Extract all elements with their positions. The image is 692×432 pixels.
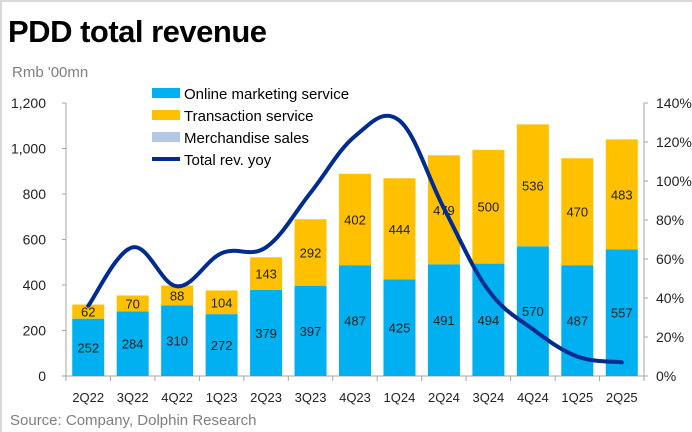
bar-transaction-service bbox=[250, 257, 283, 290]
bar-transaction-service bbox=[161, 285, 194, 306]
bar-transaction-service bbox=[516, 124, 549, 247]
bar-data-label: 444 bbox=[389, 222, 411, 237]
bar-online-marketing-service bbox=[161, 305, 194, 376]
bar-transaction-service bbox=[561, 158, 594, 266]
bar-data-label: 536 bbox=[522, 178, 544, 193]
legend-online-marketing-service-swatch bbox=[152, 88, 180, 98]
bar-online-marketing-service bbox=[72, 318, 105, 376]
bar-data-label: 487 bbox=[566, 314, 588, 329]
bar-online-marketing-service bbox=[427, 264, 460, 376]
bar-data-label: 491 bbox=[433, 313, 455, 328]
bar-online-marketing-service bbox=[250, 289, 283, 376]
bar-data-label: 402 bbox=[344, 212, 366, 227]
bar-transaction-service bbox=[205, 290, 238, 315]
left-tick-label: 800 bbox=[23, 186, 47, 202]
bar-data-label: 284 bbox=[122, 337, 144, 352]
left-tick-label: 0 bbox=[38, 368, 46, 384]
bar-online-marketing-service bbox=[116, 311, 149, 376]
legend-transaction-service-swatch bbox=[152, 110, 180, 120]
x-tick-label: 3Q24 bbox=[472, 390, 504, 405]
bar-online-marketing-service bbox=[472, 263, 505, 376]
legend-transaction-service-label: Transaction service bbox=[184, 108, 314, 125]
x-tick-label: 4Q23 bbox=[339, 390, 371, 405]
x-tick-label: 1Q25 bbox=[561, 390, 593, 405]
right-tick-label: 140% bbox=[656, 95, 692, 111]
bar-online-marketing-service bbox=[205, 314, 238, 376]
legend-online-marketing-service-label: Online marketing service bbox=[184, 86, 349, 103]
left-tick-label: 200 bbox=[23, 323, 47, 339]
bar-transaction-service bbox=[72, 304, 105, 319]
bar-online-marketing-service bbox=[605, 249, 638, 376]
bar-data-label: 494 bbox=[478, 313, 500, 328]
bar-transaction-service bbox=[116, 295, 149, 312]
bar-data-label: 292 bbox=[300, 245, 322, 260]
bar-online-marketing-service bbox=[516, 246, 549, 376]
bar-online-marketing-service bbox=[383, 279, 416, 376]
right-tick-label: 0% bbox=[656, 368, 676, 384]
x-tick-label: 2Q24 bbox=[428, 390, 460, 405]
y-axis-unit-label: Rmb '00mn bbox=[12, 64, 89, 81]
bar-data-label: 470 bbox=[566, 205, 588, 220]
line-total-rev-yoy bbox=[86, 113, 624, 365]
bar-data-label: 272 bbox=[211, 338, 233, 353]
right-tick-label: 20% bbox=[656, 329, 684, 345]
bar-data-label: 483 bbox=[611, 187, 633, 202]
bar-data-label: 252 bbox=[77, 340, 99, 355]
x-tick-label: 4Q22 bbox=[161, 390, 193, 405]
bar-data-label: 397 bbox=[300, 324, 322, 339]
bar-transaction-service bbox=[339, 173, 371, 266]
bar-data-label: 310 bbox=[166, 334, 188, 349]
x-tick-label: 2Q23 bbox=[250, 390, 282, 405]
bar-data-label: 379 bbox=[255, 326, 277, 341]
x-tick-label: 2Q22 bbox=[72, 390, 104, 405]
bar-data-label: 500 bbox=[478, 200, 500, 215]
bar-data-label: 570 bbox=[522, 304, 544, 319]
left-tick-label: 400 bbox=[23, 277, 47, 293]
left-tick-label: 600 bbox=[23, 232, 47, 248]
x-tick-label: 2Q25 bbox=[606, 390, 638, 405]
bar-transaction-service bbox=[605, 139, 638, 250]
bar-data-label: 425 bbox=[389, 321, 411, 336]
x-tick-label: 3Q23 bbox=[295, 390, 327, 405]
x-tick-label: 1Q24 bbox=[384, 390, 416, 405]
bar-transaction-service bbox=[472, 149, 505, 264]
source-note: Source: Company, Dolphin Research bbox=[10, 412, 257, 429]
x-tick-label: 1Q23 bbox=[206, 390, 238, 405]
right-tick-label: 60% bbox=[656, 251, 684, 267]
bar-data-label: 88 bbox=[170, 288, 184, 303]
x-tick-label: 3Q22 bbox=[117, 390, 149, 405]
bar-online-marketing-service bbox=[339, 265, 371, 376]
left-tick-label: 1,000 bbox=[11, 141, 46, 157]
right-tick-label: 80% bbox=[656, 212, 684, 228]
bar-online-marketing-service bbox=[294, 285, 327, 376]
right-tick-label: 120% bbox=[656, 134, 692, 150]
bar-data-label: 104 bbox=[211, 295, 233, 310]
bar-data-label: 70 bbox=[125, 296, 139, 311]
right-tick-label: 40% bbox=[656, 290, 684, 306]
bar-transaction-service bbox=[383, 178, 416, 280]
x-tick-label: 4Q24 bbox=[517, 390, 549, 405]
legend-total-rev-yoy-label: Total rev. yoy bbox=[184, 152, 272, 169]
bar-data-label: 62 bbox=[81, 305, 95, 320]
legend-merchandise-sales-label: Merchandise sales bbox=[184, 130, 309, 147]
bar-data-label: 557 bbox=[611, 306, 633, 321]
bar-data-label: 143 bbox=[255, 267, 277, 282]
bar-transaction-service bbox=[294, 219, 327, 286]
right-tick-label: 100% bbox=[656, 173, 692, 189]
chart-title: PDD total revenue bbox=[8, 14, 267, 49]
left-tick-label: 1,200 bbox=[11, 95, 46, 111]
bar-data-label: 487 bbox=[344, 314, 366, 329]
legend-merchandise-sales-swatch bbox=[152, 132, 180, 142]
